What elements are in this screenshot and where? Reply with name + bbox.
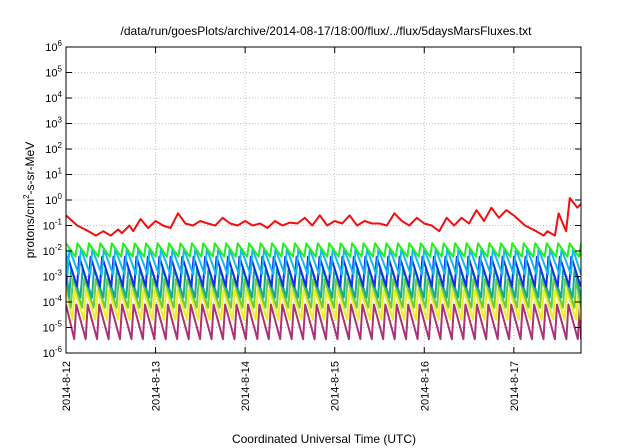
y-tick-label: 103: [45, 116, 62, 131]
y-tick-label: 10-3: [43, 269, 63, 284]
series-line: [66, 242, 581, 258]
x-tick-label: 2014-8-13: [151, 361, 163, 411]
x-tick-label: 2014-8-16: [419, 361, 431, 411]
x-axis-label: Coordinated Universal Time (UTC): [232, 432, 416, 446]
series-line: [66, 267, 581, 299]
x-tick-label: 2014-8-15: [330, 361, 342, 411]
y-tick-label: 100: [45, 192, 62, 207]
x-tick-label: 2014-8-14: [240, 361, 252, 411]
y-tick-label: 10-6: [43, 345, 63, 360]
y-tick-label: 104: [45, 90, 62, 105]
y-tick-label: 10-5: [43, 320, 63, 335]
series-line-red: [66, 197, 581, 237]
y-axis-label: protons/cm2-s-sr-MeV: [22, 142, 37, 258]
y-tick-label: 106: [45, 39, 62, 54]
series-line: [66, 288, 581, 321]
y-tick-label: 10-4: [43, 294, 63, 309]
x-tick-label: 2014-8-12: [61, 361, 73, 411]
series-line: [66, 248, 581, 276]
chart-title: /data/run/goesPlots/archive/2014-08-17/1…: [121, 24, 533, 38]
y-axis-label-text: protons/cm2-s-sr-MeV: [22, 142, 37, 258]
y-tick-label: 10-1: [43, 218, 63, 233]
series-line: [66, 278, 581, 309]
y-tick-label: 105: [45, 65, 62, 80]
y-tick-label: 102: [45, 141, 62, 156]
y-tick-label: 10-2: [43, 243, 63, 258]
data-series: [66, 197, 581, 341]
series-line: [66, 303, 581, 341]
x-tick-label: 2014-8-17: [509, 361, 521, 411]
y-tick-label: 101: [45, 167, 62, 182]
